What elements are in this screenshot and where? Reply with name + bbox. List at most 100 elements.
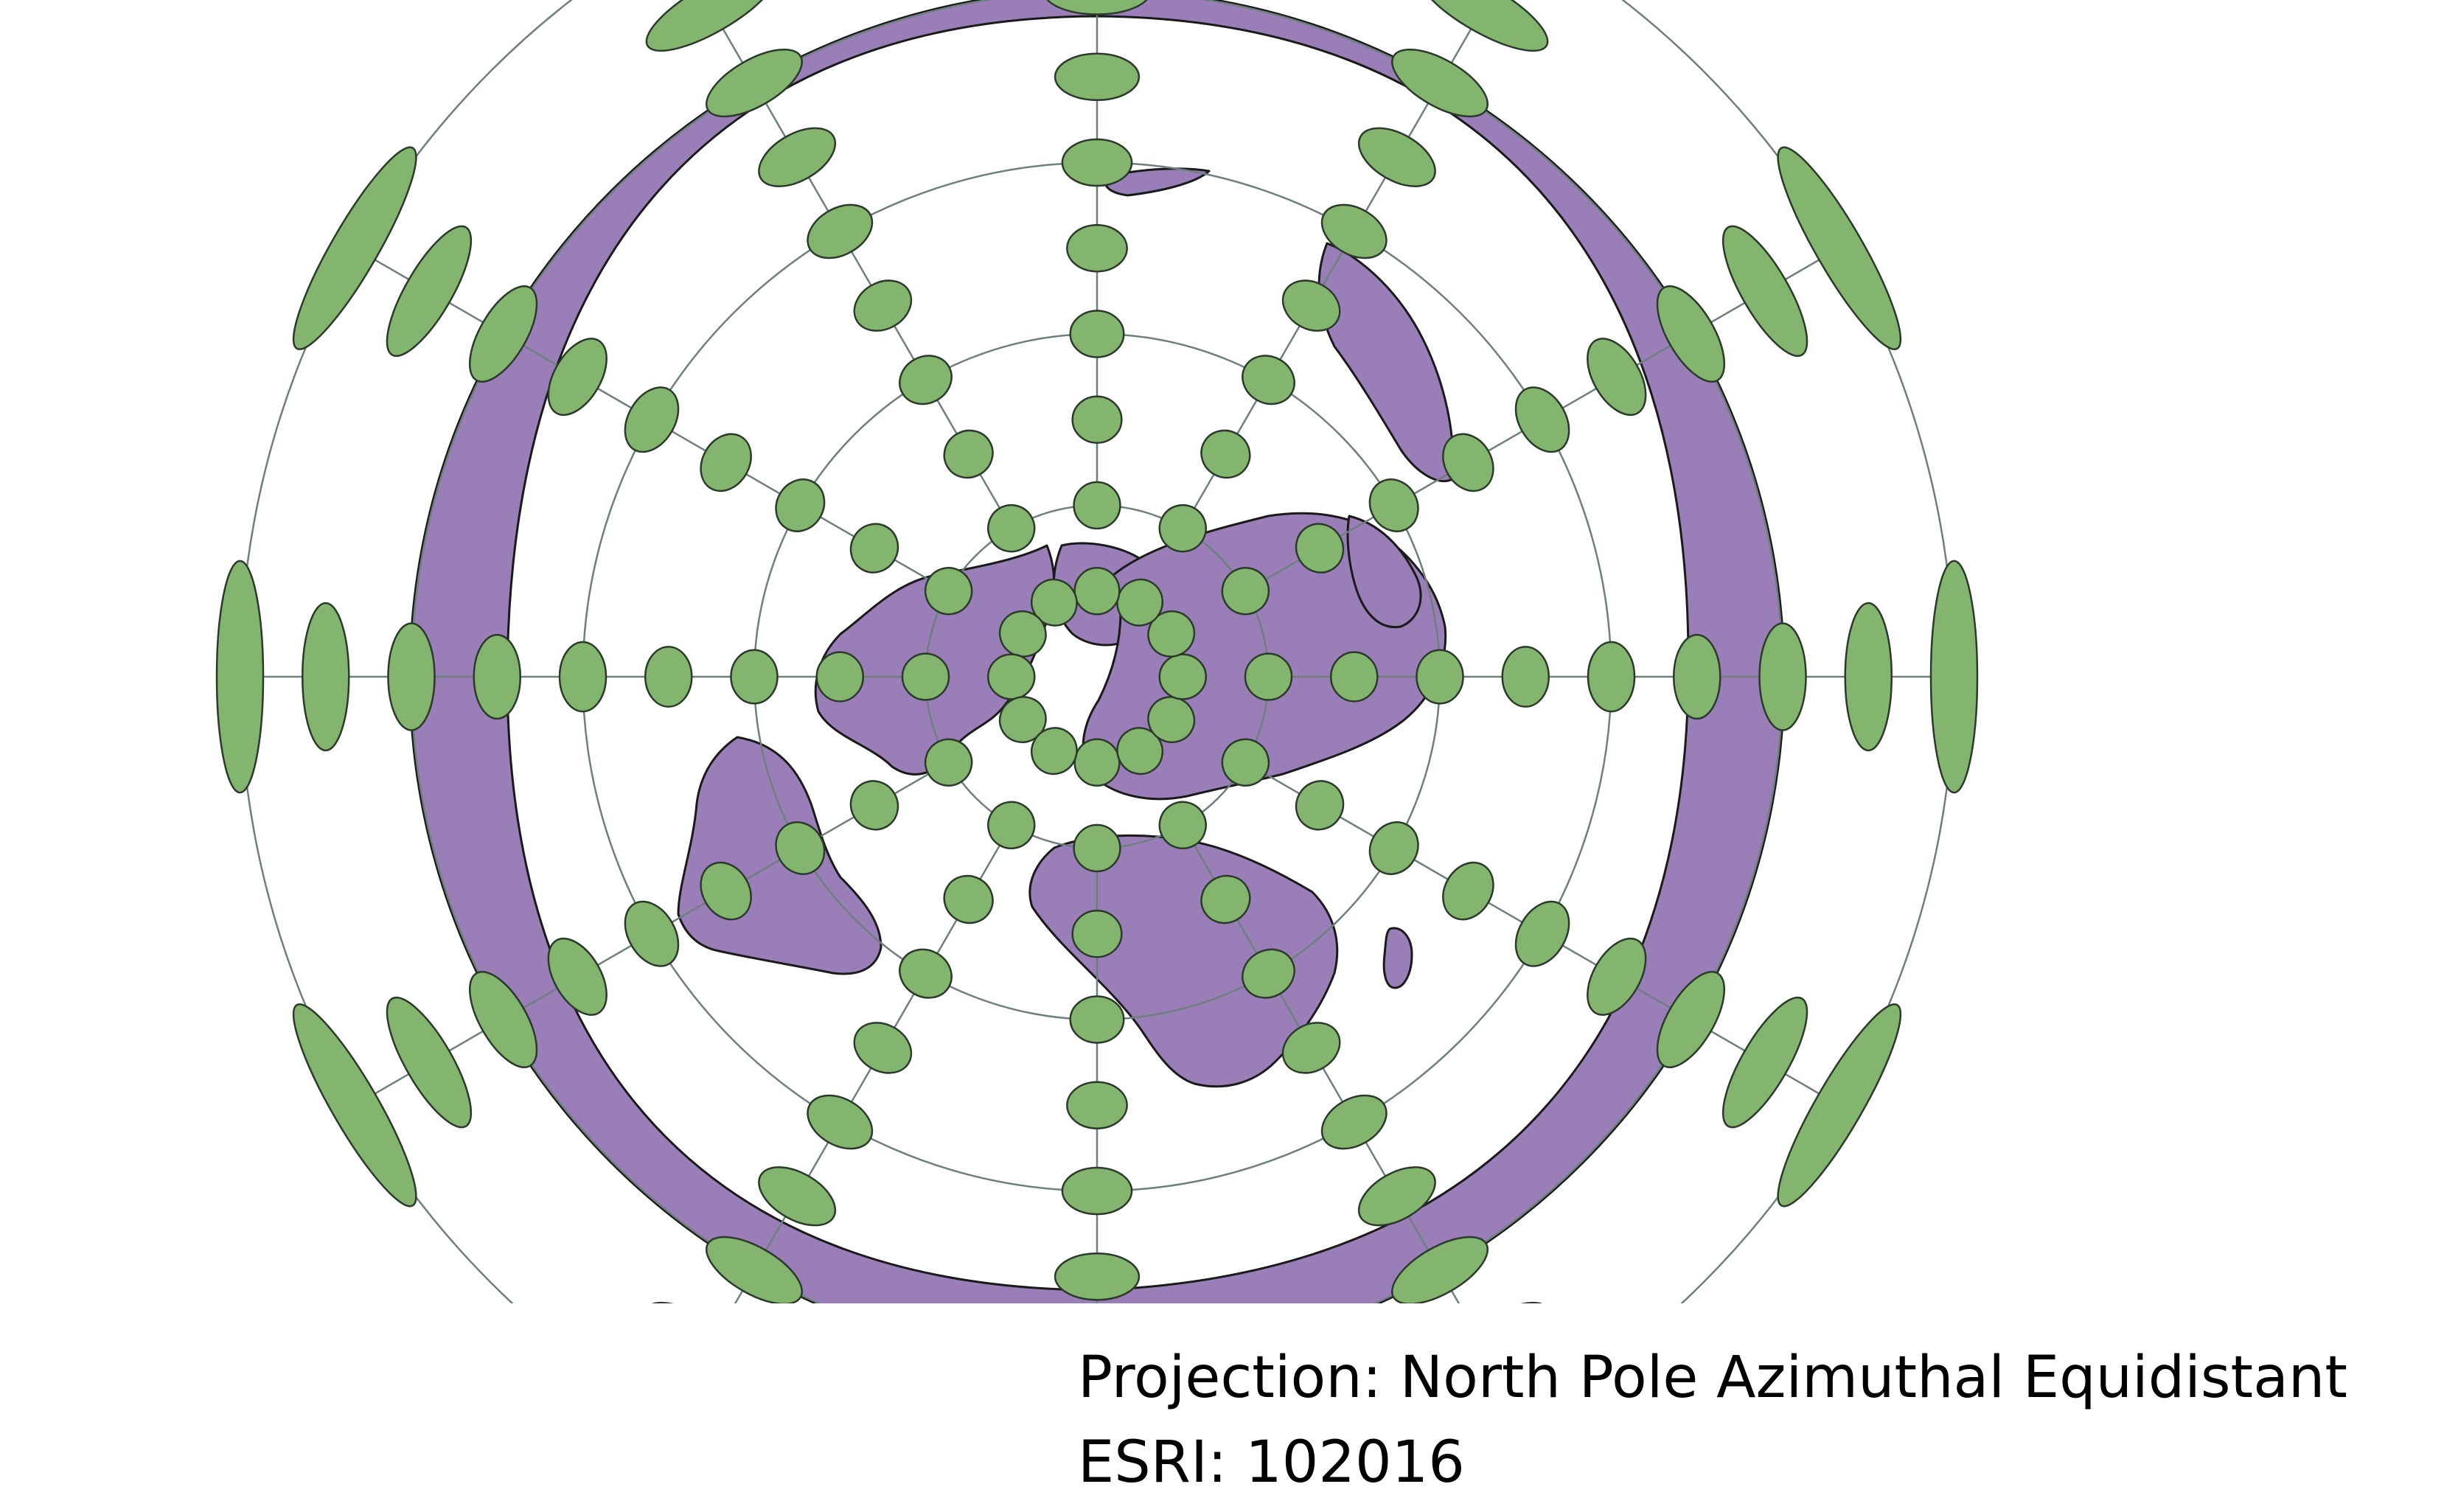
tissot-ellipse — [1071, 910, 1123, 958]
tissot-ellipse — [1073, 823, 1121, 873]
africa-landmass — [1028, 834, 1339, 1088]
tissot-ellipse — [1777, 1003, 1902, 1208]
tissot-ellipse — [1357, 1166, 1436, 1227]
tissot-ellipse — [1147, 696, 1196, 744]
esri-code-caption: ESRI: 102016 — [1078, 1429, 1465, 1496]
tissot-ellipse — [1320, 1094, 1388, 1150]
tissot-ellipse — [807, 1094, 874, 1150]
tissot-ellipse — [1281, 279, 1341, 332]
tissot-ellipse — [1929, 560, 1979, 794]
tissot-ellipse — [1442, 433, 1494, 492]
tissot-ellipse — [644, 646, 693, 708]
tissot-ellipse — [1656, 970, 1726, 1069]
tissot-ellipse — [468, 970, 538, 1069]
tissot-ellipse — [943, 429, 994, 479]
tissot-ellipse — [1587, 338, 1647, 417]
tissot-ellipse — [386, 225, 473, 358]
tissot-ellipse — [853, 279, 913, 332]
tissot-ellipse — [1368, 478, 1419, 532]
tissot-ellipse — [1054, 1253, 1141, 1301]
tissot-ellipse — [705, 48, 804, 118]
tissot-ellipse — [1069, 995, 1125, 1044]
madagascar-landmass — [1382, 927, 1413, 989]
tissot-ellipse — [1069, 310, 1125, 358]
tissot-ellipse — [1221, 738, 1270, 787]
tissot-ellipse — [899, 948, 953, 999]
tissot-ellipse — [924, 738, 973, 787]
tissot-ellipse — [547, 937, 607, 1016]
tissot-ellipse — [1073, 567, 1121, 616]
tissot-ellipse — [1758, 622, 1807, 731]
tissot-ellipse — [473, 633, 521, 720]
tissot-ellipse — [1416, 0, 1549, 52]
tissot-ellipse — [1061, 1166, 1133, 1216]
tissot-ellipse — [775, 821, 826, 875]
tissot-ellipse — [924, 567, 973, 616]
tissot-ellipse — [645, 1301, 778, 1303]
tissot-ellipse — [547, 338, 607, 417]
tissot-ellipse — [1357, 127, 1436, 187]
tissot-ellipse — [758, 1166, 837, 1227]
tissot-ellipse — [730, 649, 779, 705]
tissot-ellipse — [1147, 610, 1196, 658]
tissot-ellipse — [700, 861, 752, 921]
alaska-landmass — [1317, 242, 1455, 483]
tissot-ellipse — [899, 355, 953, 405]
tissot-indicatrices — [215, 0, 1979, 1497]
tissot-ellipse — [624, 900, 680, 967]
tissot-ellipse — [1221, 567, 1270, 616]
tissot-ellipse — [1200, 429, 1251, 479]
tissot-ellipse — [1242, 355, 1295, 405]
tissot-ellipse — [700, 433, 752, 492]
tissot-ellipse — [1390, 1236, 1489, 1303]
tissot-ellipse — [1200, 874, 1251, 924]
tissot-ellipse — [1242, 948, 1295, 999]
tissot-ellipse — [987, 653, 1036, 700]
tissot-ellipse — [1158, 653, 1207, 700]
tissot-ellipse — [998, 696, 1047, 744]
tissot-ellipse — [1844, 602, 1893, 752]
tissot-ellipse — [1116, 727, 1164, 776]
tissot-ellipse — [468, 285, 538, 383]
tissot-ellipse — [1320, 203, 1388, 259]
tissot-ellipse — [1442, 861, 1494, 921]
tissot-ellipse — [705, 1236, 804, 1303]
tissot-ellipse — [1368, 821, 1419, 875]
tissot-ellipse — [1158, 504, 1207, 553]
tissot-ellipse — [853, 1022, 913, 1074]
tissot-ellipse — [1046, 0, 1148, 15]
tissot-ellipse — [1514, 386, 1570, 453]
tissot-ellipse — [645, 0, 778, 52]
tissot-ellipse — [815, 651, 864, 703]
tissot-ellipse — [624, 386, 680, 453]
tissot-ellipse — [557, 1341, 781, 1497]
tissot-ellipse — [1073, 738, 1121, 787]
tissot-ellipse — [1656, 285, 1726, 383]
tissot-ellipse — [1721, 996, 1808, 1129]
tissot-ellipse — [1721, 225, 1808, 358]
map-area — [215, 0, 1979, 1497]
tissot-ellipse — [558, 641, 607, 713]
tissot-ellipse — [1030, 578, 1078, 627]
tissot-ellipse — [901, 652, 950, 701]
projection-caption: Projection: North Pole Azimuthal Equidis… — [1078, 1345, 2347, 1411]
tissot-ellipse — [1501, 646, 1550, 708]
tissot-ellipse — [849, 523, 899, 574]
tissot-ellipse — [1295, 780, 1345, 831]
tissot-ellipse — [1281, 1022, 1341, 1074]
tissot-ellipse — [943, 874, 994, 924]
tissot-ellipse — [1061, 138, 1133, 187]
tissot-ellipse — [1295, 523, 1345, 574]
tissot-ellipse — [987, 504, 1036, 553]
arctic-island-landmass — [1104, 167, 1211, 197]
tissot-ellipse — [1416, 649, 1464, 705]
tissot-ellipse — [1071, 395, 1123, 444]
tissot-ellipse — [1116, 578, 1164, 627]
tissot-ellipse — [1587, 641, 1636, 713]
tissot-ellipse — [1390, 48, 1489, 118]
tissot-ellipse — [1330, 651, 1379, 703]
tissot-ellipse — [758, 127, 837, 187]
tissot-ellipse — [1073, 481, 1121, 530]
tissot-ellipse — [292, 1003, 417, 1208]
